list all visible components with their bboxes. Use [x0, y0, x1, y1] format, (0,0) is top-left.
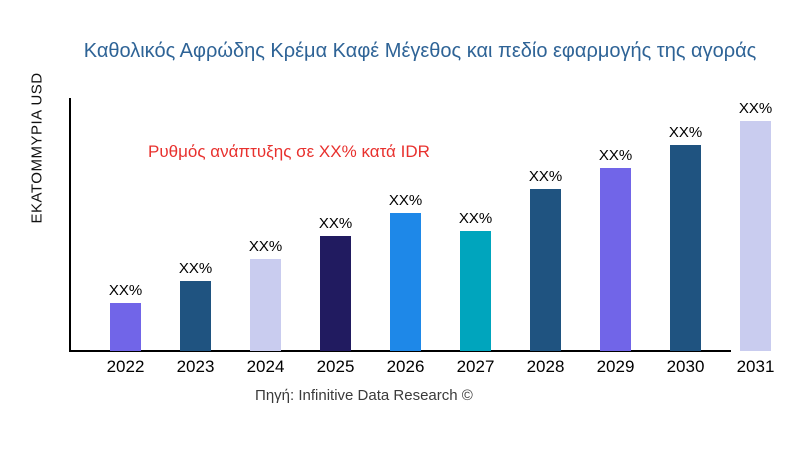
source-attribution: Πηγή: Infinitive Data Research © [255, 387, 473, 404]
chart-title: Καθολικός Αφρώδης Κρέμα Καφέ Μέγεθος και… [83, 40, 757, 62]
y-axis-line [69, 98, 71, 351]
x-tick-2024: 2024 [246, 357, 285, 376]
value-label-2023: XX% [178, 260, 213, 277]
value-label-2025: XX% [318, 215, 353, 232]
value-label-2027: XX% [458, 210, 493, 227]
value-label-2031: XX% [738, 100, 773, 117]
value-label-2026: XX% [388, 192, 423, 209]
x-tick-2025: 2025 [316, 357, 355, 376]
bar-2031 [740, 121, 771, 351]
growth-rate-annotation: Ρυθμός ανάπτυξης σε XX% κατά IDR [148, 142, 430, 161]
bar-2027 [460, 231, 491, 351]
value-label-2028: XX% [528, 168, 563, 185]
x-tick-2022: 2022 [106, 357, 145, 376]
x-tick-2023: 2023 [176, 357, 215, 376]
x-tick-2027: 2027 [456, 357, 495, 376]
x-tick-2028: 2028 [526, 357, 565, 376]
value-label-2024: XX% [248, 238, 283, 255]
bar-2025 [320, 236, 351, 351]
bar-2026 [390, 213, 421, 351]
y-axis-label: ΕΚΑΤΟΜΜΥΡΙΑ USD [28, 72, 46, 224]
bar-2029 [600, 168, 631, 351]
x-tick-2026: 2026 [386, 357, 425, 376]
x-tick-2029: 2029 [596, 357, 635, 376]
value-label-2029: XX% [598, 147, 633, 164]
x-tick-2031: 2031 [736, 357, 775, 376]
value-label-2022: XX% [108, 282, 143, 299]
value-label-2030: XX% [668, 124, 703, 141]
x-axis-line [69, 350, 731, 352]
bar-2030 [670, 145, 701, 351]
bar-2023 [180, 281, 211, 351]
bar-2028 [530, 189, 561, 351]
bar-2024 [250, 259, 281, 351]
x-tick-2030: 2030 [666, 357, 705, 376]
bar-2022 [110, 303, 141, 351]
